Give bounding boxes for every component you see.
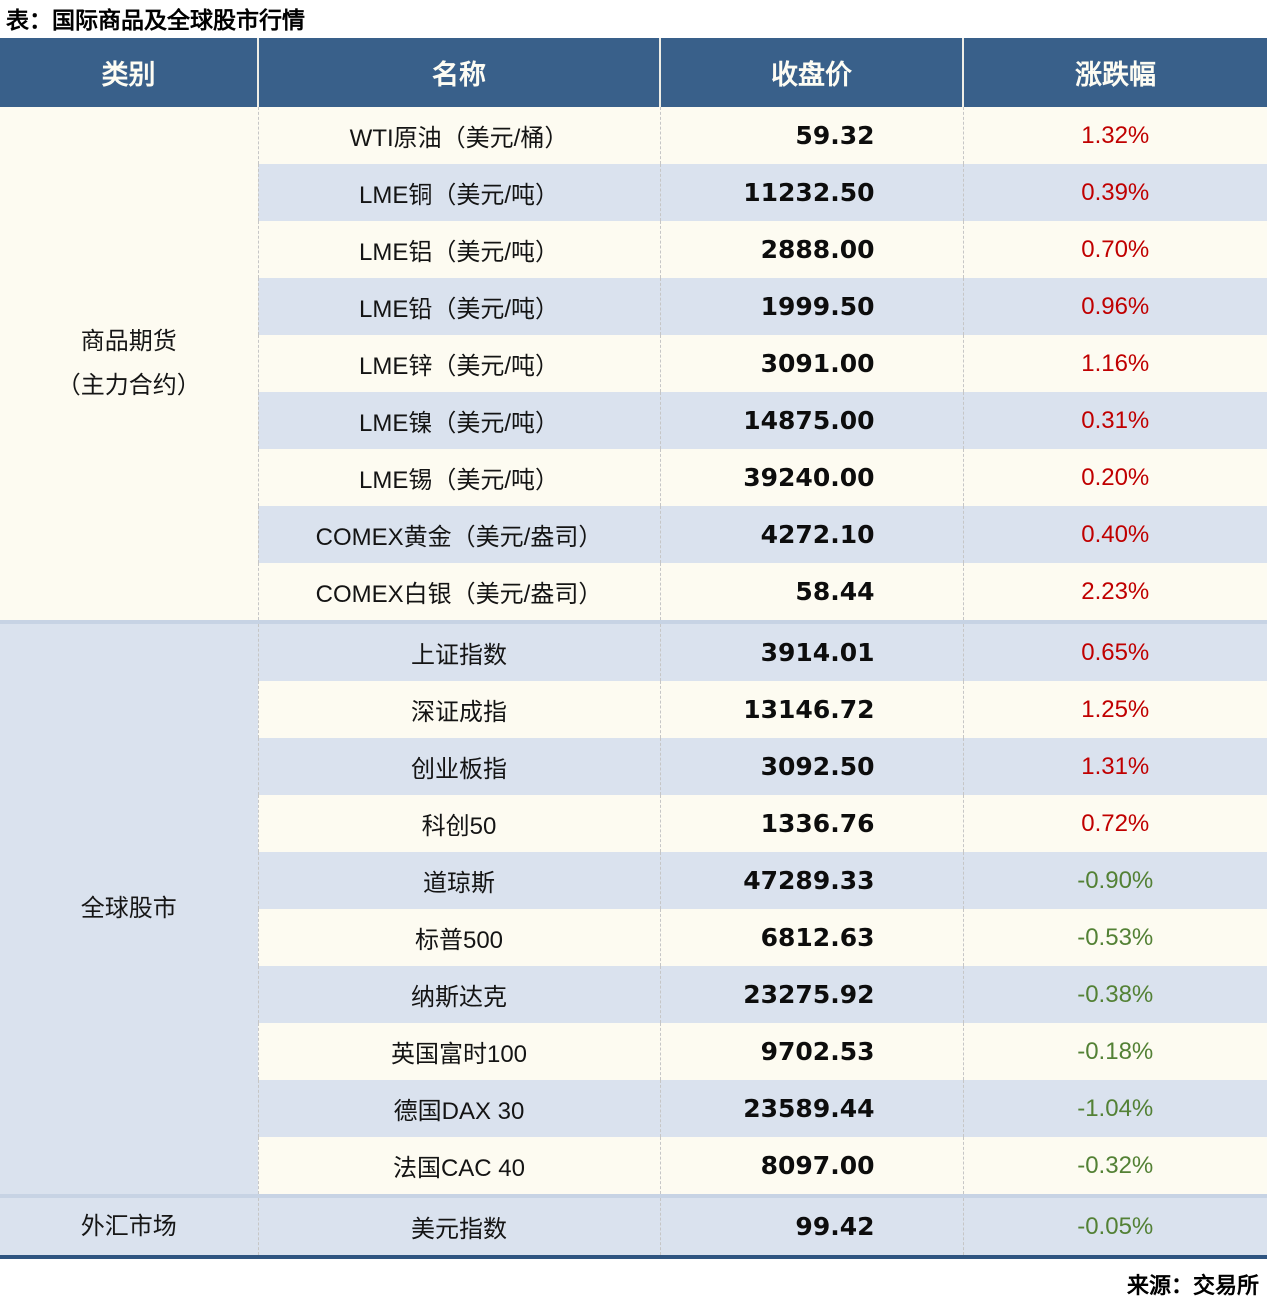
change-percent-cell: 1.25%	[962, 681, 1267, 738]
close-price-cell: 1336.76	[659, 795, 963, 852]
table-row: LME镍（美元/吨） 14875.00 0.31%	[0, 392, 1267, 449]
change-percent-cell: -0.32%	[962, 1137, 1267, 1196]
name-cell: LME锡（美元/吨）	[257, 449, 660, 506]
change-percent-cell: 0.39%	[962, 164, 1267, 221]
name-cell: 上证指数	[257, 620, 660, 681]
change-percent-cell: 0.72%	[962, 795, 1267, 852]
close-price-cell: 23275.92	[659, 966, 963, 1023]
change-percent-cell: 2.23%	[962, 563, 1267, 622]
name-cell: 美元指数	[257, 1194, 660, 1257]
name-cell: WTI原油（美元/桶）	[257, 107, 660, 164]
table-row: LME锌（美元/吨） 3091.00 1.16%	[0, 335, 1267, 392]
table-row: 外汇市场 美元指数 99.42 -0.05%	[0, 1194, 1267, 1257]
header-row: 类别 名称 收盘价 涨跌幅	[0, 38, 1267, 107]
page-title: 表：国际商品及全球股市行情	[6, 7, 305, 33]
change-percent-cell: 0.65%	[962, 620, 1267, 681]
name-cell: LME镍（美元/吨）	[257, 392, 660, 449]
close-price-cell: 47289.33	[659, 852, 963, 909]
name-cell: 英国富时100	[257, 1023, 660, 1080]
close-price-cell: 59.32	[659, 107, 963, 164]
table-row: LME铅（美元/吨） 1999.50 0.96%	[0, 278, 1267, 335]
category-label: 商品期货	[80, 327, 177, 355]
header-category: 类别	[0, 38, 258, 107]
category-cell: 外汇市场	[0, 1194, 258, 1257]
table-row: LME铜（美元/吨） 11232.50 0.39%	[0, 164, 1267, 221]
close-price-cell: 9702.53	[659, 1023, 963, 1080]
table-row: 商品期货 （主力合约） WTI原油（美元/桶） 59.32 1.32%	[0, 107, 1267, 622]
close-price-cell: 14875.00	[659, 392, 963, 449]
change-percent-cell: 0.70%	[962, 221, 1267, 278]
name-cell: LME锌（美元/吨）	[257, 335, 660, 392]
table-row: COMEX白银（美元/盎司） 58.44 2.23%	[0, 563, 1267, 622]
table-row: 创业板指 3092.50 1.31%	[0, 738, 1267, 795]
name-cell: LME铅（美元/吨）	[257, 278, 660, 335]
table-row: 英国富时100 9702.53 -0.18%	[0, 1023, 1267, 1080]
close-price-cell: 99.42	[659, 1194, 963, 1257]
category-cell: 全球股市	[0, 620, 258, 1196]
close-price-cell: 2888.00	[659, 221, 963, 278]
change-percent-cell: 1.32%	[962, 107, 1267, 164]
close-price-cell: 11232.50	[659, 164, 963, 221]
category-label: 外汇市场	[80, 1212, 177, 1240]
header-name: 名称	[257, 38, 660, 107]
category-label: （主力合约）	[56, 371, 201, 399]
table-row: 法国CAC 40 8097.00 -0.32%	[0, 1137, 1267, 1196]
close-price-cell: 23589.44	[659, 1080, 963, 1137]
name-cell: 法国CAC 40	[257, 1137, 660, 1196]
table-row: 全球股市 上证指数 3914.01 0.65%	[0, 620, 1267, 1196]
name-cell: 标普500	[257, 909, 660, 966]
name-cell: 道琼斯	[257, 852, 660, 909]
close-price-cell: 3914.01	[659, 620, 963, 681]
change-percent-cell: 1.16%	[962, 335, 1267, 392]
change-percent-cell: -0.05%	[962, 1194, 1267, 1257]
table-row: 深证成指 13146.72 1.25%	[0, 681, 1267, 738]
source-note: 来源：交易所	[1126, 1273, 1259, 1298]
close-price-cell: 1999.50	[659, 278, 963, 335]
close-price-cell: 39240.00	[659, 449, 963, 506]
change-percent-cell: -0.18%	[962, 1023, 1267, 1080]
table-row: 标普500 6812.63 -0.53%	[0, 909, 1267, 966]
change-percent-cell: -0.90%	[962, 852, 1267, 909]
category-cell: 商品期货 （主力合约）	[0, 107, 258, 622]
change-percent-cell: 0.96%	[962, 278, 1267, 335]
change-percent-cell: 0.31%	[962, 392, 1267, 449]
name-cell: COMEX黄金（美元/盎司）	[257, 506, 660, 563]
table-body: 商品期货 （主力合约） WTI原油（美元/桶） 59.32 1.32% LME铜（美元/吨…	[0, 107, 1267, 1257]
close-price-cell: 58.44	[659, 563, 963, 622]
change-percent-cell: 0.40%	[962, 506, 1267, 563]
category-label: 全球股市	[80, 895, 177, 922]
table-row: LME铝（美元/吨） 2888.00 0.70%	[0, 221, 1267, 278]
name-cell: 德国DAX 30	[257, 1080, 660, 1137]
change-percent-cell: -0.53%	[962, 909, 1267, 966]
close-price-cell: 4272.10	[659, 506, 963, 563]
close-price-cell: 13146.72	[659, 681, 963, 738]
change-percent-cell: -0.38%	[962, 966, 1267, 1023]
close-price-cell: 3091.00	[659, 335, 963, 392]
table-row: COMEX黄金（美元/盎司） 4272.10 0.40%	[0, 506, 1267, 563]
close-price-cell: 8097.00	[659, 1137, 963, 1196]
table-header: 类别 名称 收盘价 涨跌幅	[0, 38, 1267, 107]
name-cell: 创业板指	[257, 738, 660, 795]
header-change: 涨跌幅	[962, 38, 1267, 107]
name-cell: 纳斯达克	[257, 966, 660, 1023]
quotes-table: 类别 名称 收盘价 涨跌幅 商品期货 （主力合约） WTI原油（美元/桶） 59.32…	[0, 38, 1267, 1259]
name-cell: 科创50	[257, 795, 660, 852]
change-percent-cell: 1.31%	[962, 738, 1267, 795]
table-row: 道琼斯 47289.33 -0.90%	[0, 852, 1267, 909]
change-percent-cell: -1.04%	[962, 1080, 1267, 1137]
header-close: 收盘价	[659, 38, 963, 107]
table-row: 德国DAX 30 23589.44 -1.04%	[0, 1080, 1267, 1137]
name-cell: COMEX白银（美元/盎司）	[257, 563, 660, 622]
table-row: 纳斯达克 23275.92 -0.38%	[0, 966, 1267, 1023]
name-cell: LME铝（美元/吨）	[257, 221, 660, 278]
close-price-cell: 6812.63	[659, 909, 963, 966]
name-cell: LME铜（美元/吨）	[257, 164, 660, 221]
close-price-cell: 3092.50	[659, 738, 963, 795]
table-row: LME锡（美元/吨） 39240.00 0.20%	[0, 449, 1267, 506]
table-row: 科创50 1336.76 0.72%	[0, 795, 1267, 852]
change-percent-cell: 0.20%	[962, 449, 1267, 506]
name-cell: 深证成指	[257, 681, 660, 738]
